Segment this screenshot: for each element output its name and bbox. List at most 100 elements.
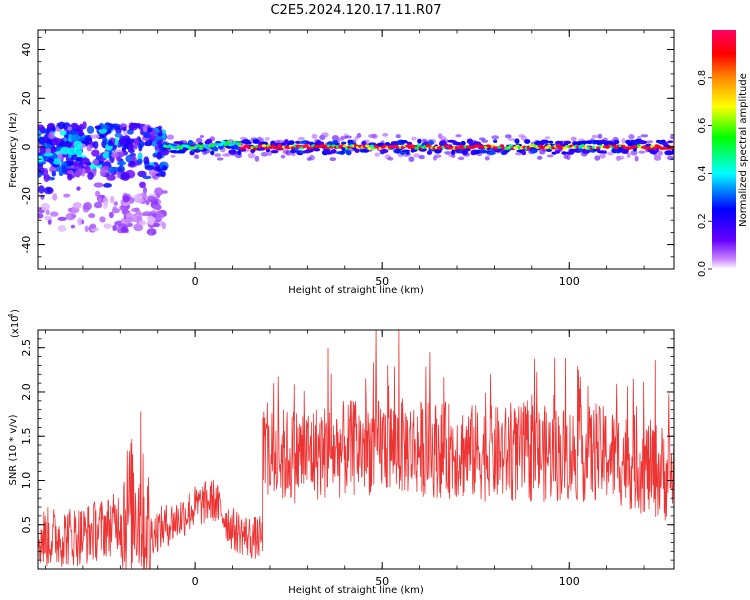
spectrogram-cell [157, 125, 163, 130]
snr-ytick-label: 1.5 [20, 427, 33, 445]
spectrogram-cell [99, 216, 106, 223]
spectrogram-cell [139, 181, 146, 188]
snr-frame [37, 329, 675, 570]
spectrogram-cell [47, 158, 55, 163]
spectrogram-cell [122, 126, 127, 132]
spectrogram-cell [374, 152, 381, 157]
spectrogram-cell [457, 156, 465, 161]
spectrogram-cell [57, 225, 67, 232]
spectrogram-cell [426, 150, 433, 155]
spectrogram-cell [591, 134, 598, 139]
spectrogram-cell [154, 187, 164, 196]
spectrogram-ytick-label: 0 [20, 144, 33, 151]
spectrogram-cell [607, 151, 614, 156]
spectrogram-cell [260, 152, 269, 157]
spectrogram-cell [304, 144, 309, 148]
spectrogram-cell [108, 211, 114, 219]
spectrogram-cell [145, 199, 150, 206]
spectrogram-cell [84, 137, 93, 142]
spectrogram-cell [626, 152, 631, 158]
spectrogram-cell [493, 139, 498, 143]
colorbar-tick-label: 0.2 [697, 213, 708, 229]
spectrogram-cell [460, 140, 466, 146]
spectrogram-cell [178, 146, 184, 150]
spectrogram-cell [112, 206, 118, 213]
snr-marks [38, 330, 674, 569]
snr-series-line [38, 330, 674, 569]
spectrogram-cell [82, 121, 87, 130]
spectrogram-cell [487, 151, 496, 155]
spectrogram-cell [134, 207, 140, 212]
spectrogram-cell [127, 222, 133, 227]
spectrogram-cell [228, 149, 237, 155]
spectrogram-ytick-label: -40 [20, 236, 33, 254]
spectrogram-cell [548, 140, 554, 144]
spectrogram-cell [128, 160, 136, 167]
spectrogram-cell [507, 137, 514, 141]
spectrogram-cell [52, 193, 58, 201]
spectrogram-cell [521, 150, 527, 156]
spectrogram-cell [146, 215, 156, 224]
spectrogram-cell [639, 140, 648, 145]
spectrogram-cell [371, 133, 378, 139]
spectrogram-cell [73, 161, 80, 168]
spectrogram-cell [276, 139, 285, 143]
spectrogram-cell [108, 166, 115, 174]
spectrogram-cell [60, 146, 71, 155]
spectrogram-cell [254, 155, 260, 162]
spectrogram-cell [621, 138, 626, 144]
spectrogram-cell [114, 132, 123, 138]
spectrogram-cell [156, 132, 163, 137]
spectrogram-cell [280, 154, 286, 159]
spectrogram-cell [93, 182, 104, 188]
spectrogram-cell [75, 167, 83, 176]
spectrogram-cell [205, 146, 210, 150]
spectrogram-cell [356, 133, 362, 138]
spectrogram-xtick-label: 50 [375, 275, 389, 288]
spectrogram-cell [83, 202, 92, 211]
spectrogram-cell [170, 154, 176, 158]
spectrogram-cell [330, 149, 337, 154]
spectrogram-cell [127, 128, 134, 135]
snr-multiplier-close: ) [10, 309, 21, 313]
spectrogram-cell [70, 224, 75, 229]
spectrogram-cell [90, 134, 100, 139]
spectrogram-cell [323, 148, 331, 152]
spectrogram-cell [668, 151, 674, 155]
spectrogram-cell [147, 195, 157, 201]
spectrogram-cell [379, 148, 389, 154]
spectrogram-cell [161, 171, 166, 175]
spectrogram-cell [119, 204, 128, 211]
spectrogram-cell [116, 161, 127, 166]
spectrogram-cell [564, 140, 572, 145]
spectrogram-cell [367, 146, 372, 150]
spectrogram-cell [125, 216, 133, 223]
spectrogram-cell [277, 144, 282, 148]
spectrogram-cell [143, 156, 150, 165]
spectrogram-cell [38, 136, 46, 144]
spectrogram-panel: 0 50 100 -40 -20 0 20 40 Height of straight lin… [8, 29, 675, 296]
spectrogram-cell [61, 164, 66, 174]
spectrogram-cell [134, 138, 140, 145]
spectrogram-cell [102, 136, 108, 144]
spectrogram-cell [594, 155, 601, 161]
spectrogram-cell [414, 146, 419, 150]
spectrogram-cell [93, 141, 99, 149]
spectrogram-xtick-label: 0 [192, 275, 199, 288]
spectrogram-cell [270, 150, 279, 154]
snr-xlabel: Height of straight line (km) [288, 585, 424, 596]
spectrogram-ticks: 0 50 100 -40 -20 0 20 40 [20, 30, 674, 288]
spectrogram-cell [411, 136, 417, 141]
spectrogram-cell [653, 155, 662, 161]
spectrogram-cell [669, 135, 674, 140]
spectrogram-cell [418, 155, 425, 160]
spectrogram-cell [156, 151, 163, 160]
spectrogram-cell [199, 135, 204, 138]
spectrogram-cell [481, 139, 489, 143]
spectrogram-cell [103, 183, 112, 188]
spectrogram-cell [38, 213, 44, 219]
spectrogram-cell [187, 140, 194, 145]
spectrogram-cell [120, 226, 129, 233]
spectrogram-cell [219, 143, 224, 146]
spectrogram-ylabel: Frequency (Hz) [8, 112, 19, 188]
